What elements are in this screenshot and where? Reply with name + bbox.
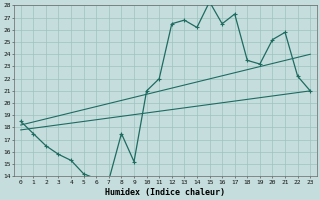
X-axis label: Humidex (Indice chaleur): Humidex (Indice chaleur) bbox=[106, 188, 226, 197]
